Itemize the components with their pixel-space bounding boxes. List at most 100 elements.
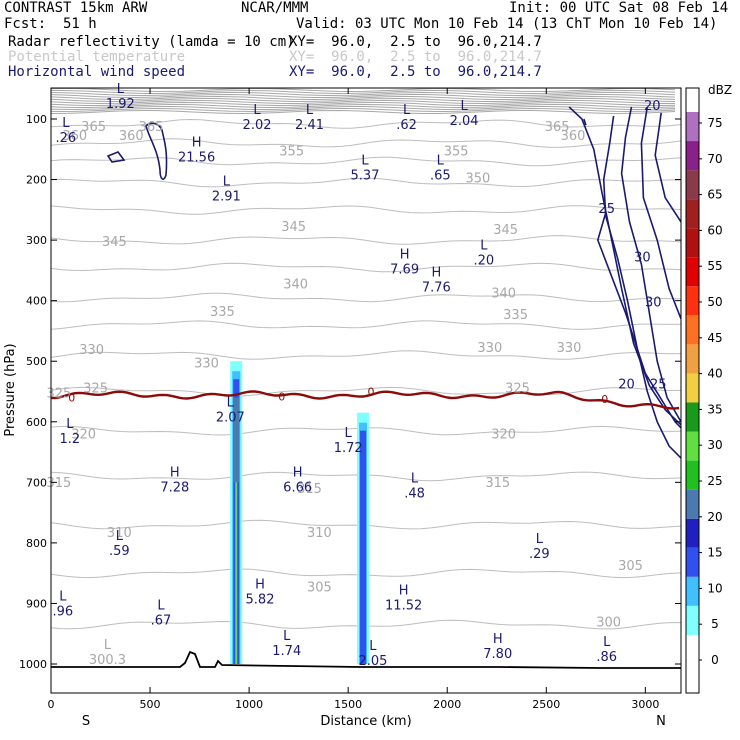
wind-contour-closed: [145, 122, 168, 180]
colorbar-label: 65: [707, 188, 722, 202]
wind-label: 20: [618, 377, 635, 392]
theta-contour: [51, 292, 681, 303]
extremum-type: L: [104, 638, 112, 653]
extremum-type: L: [603, 635, 611, 650]
extremum-type: L: [369, 639, 377, 654]
colorbar-swatch: [686, 402, 699, 432]
colorbar-label: 70: [707, 152, 722, 166]
extremum-type: L: [66, 417, 74, 432]
extremum-type: L: [361, 154, 369, 169]
forecast-hour: 51 h: [63, 16, 97, 32]
colorbar-label: 55: [707, 259, 722, 273]
extremum-type: L: [306, 103, 314, 118]
colorbar-swatch: [686, 344, 699, 374]
colorbar-frame: [685, 87, 700, 694]
wind-label: 20: [644, 99, 661, 114]
theta-label: 310: [107, 526, 132, 541]
x-tick-label: 1000: [235, 698, 263, 711]
theta-label: 345: [281, 220, 306, 235]
terrain-surface: [51, 650, 681, 669]
theta-label: 365: [81, 120, 106, 135]
wind-label: 30: [634, 250, 651, 265]
colorbar-swatch: [686, 634, 699, 664]
theta-contour-dense: [51, 97, 676, 103]
theta-label: 365: [139, 120, 164, 135]
theta-label: 315: [485, 476, 510, 491]
extremum-value: .48: [404, 486, 425, 501]
wind-contour: [583, 118, 587, 126]
y-tick-label: 900: [26, 597, 47, 610]
organization-label: NCAR/MMM: [241, 0, 309, 16]
extremum-type: L: [437, 154, 445, 169]
extremum-value: 1.72: [334, 441, 363, 456]
y-axis-label: Pressure (hPa): [3, 343, 18, 436]
theta-contour-dense: [51, 99, 675, 105]
field-xy-theta: XY= 96.0, 2.5 to 96.0,214.7: [289, 49, 542, 65]
extremum-type: H: [431, 266, 441, 281]
theta-label: 315: [47, 476, 72, 491]
field-name-reflectivity: Radar reflectivity (lamda = 10 cm): [8, 34, 295, 50]
theta-contour-dense: [51, 89, 676, 95]
theta-contour-dense: [51, 109, 676, 115]
colorbar: 0 5 10 15 20 25 30 35 40 45 50 55 60 65 70 75: [685, 87, 723, 694]
wind-contour: [568, 106, 681, 426]
theta-label: 305: [618, 559, 643, 574]
zero-celsius-contour: [51, 390, 680, 410]
extremum-value: .20: [474, 253, 495, 268]
zero-labels: 0 0 0 0: [68, 386, 608, 406]
theta-contour: [51, 262, 681, 273]
colorbar-swatch: [686, 141, 699, 171]
extremum-value: 5.37: [351, 169, 380, 184]
extremum-value: 11.52: [385, 598, 422, 613]
colorbar-swatch: [686, 315, 699, 345]
colorbar-label: 20: [707, 510, 722, 524]
zero-label: 0: [601, 393, 608, 406]
theta-label: 345: [102, 235, 127, 250]
colorbar-label: 10: [707, 581, 722, 595]
y-tick-label: 300: [26, 234, 47, 247]
extremum-type: H: [293, 465, 303, 480]
zero-label: 0: [367, 386, 374, 399]
theta-contour: [51, 177, 681, 188]
extremum-value: 21.56: [178, 150, 215, 165]
colorbar-swatch: [686, 228, 699, 258]
extremum-value: 300.3: [89, 653, 126, 668]
theta-label: 360: [119, 129, 144, 144]
wind-contour: [640, 106, 681, 320]
y-tick-label: 1000: [19, 658, 47, 671]
theta-label: 300: [596, 615, 621, 630]
wind-contour-closed: [106, 151, 126, 163]
extremum-value: 2.04: [450, 114, 479, 129]
extremum-value: .59: [109, 544, 130, 559]
theta-label: 360: [62, 129, 87, 144]
reflectivity-columns: [230, 361, 370, 664]
extremum-type: L: [59, 590, 67, 605]
colorbar-swatch: [686, 199, 699, 229]
right-end-label: N: [656, 714, 666, 729]
theta-label: 365: [545, 120, 570, 135]
colorbar-label: 40: [707, 367, 722, 381]
theta-contour: [51, 320, 681, 330]
extremum-type: H: [493, 632, 503, 647]
extremum-type: L: [411, 471, 419, 486]
y-tick-label: 800: [26, 537, 47, 550]
colorbar-swatch: [686, 518, 699, 548]
theta-label: 325: [505, 382, 530, 397]
theta-contour: [51, 156, 681, 167]
colorbar-label: 25: [707, 474, 722, 488]
field-xy-reflectivity: XY= 96.0, 2.5 to 96.0,214.7: [289, 34, 542, 50]
wind-labels: 20 25 30 30 20 25: [598, 99, 666, 393]
y-tick-label: 100: [26, 113, 47, 126]
colorbar-swatch: [686, 547, 699, 577]
theta-label: 320: [71, 428, 96, 443]
terrain-line: [51, 650, 681, 669]
colorbar-swatch: [686, 489, 699, 519]
theta-label: 325: [47, 387, 72, 402]
zero-label: 0: [68, 392, 75, 405]
wind-label: 30: [645, 296, 662, 311]
colorbar-label: 15: [707, 546, 722, 560]
extremum-value: 1.92: [106, 97, 135, 112]
theta-label: 340: [283, 278, 308, 293]
